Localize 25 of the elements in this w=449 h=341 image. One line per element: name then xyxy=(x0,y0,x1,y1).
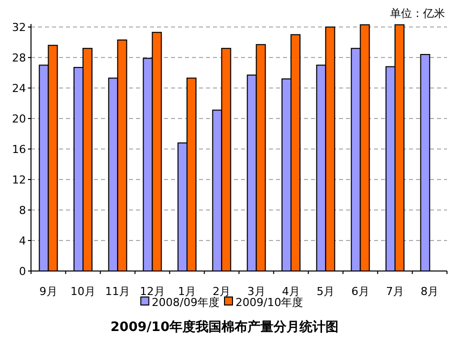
x-tick-label: 10月 xyxy=(70,285,96,298)
text: 单位：亿米 xyxy=(390,7,445,20)
y-tick-label: 0 xyxy=(19,265,26,278)
y-tick-label: 16 xyxy=(12,143,26,156)
legend-label: 2009/10年度 xyxy=(236,296,304,309)
x-tick-label: 12月 xyxy=(140,285,165,298)
legend-label: 2008/09年度 xyxy=(152,296,220,309)
text: 2009/10年度我国棉布产量分月统计图 xyxy=(110,319,339,335)
y-tick-label: 20 xyxy=(12,112,26,126)
y-tick-label: 24 xyxy=(12,82,26,96)
x-tick-label: 5月 xyxy=(316,285,335,298)
x-tick-label: 9月 xyxy=(39,285,58,298)
y-tick-label: 12 xyxy=(12,174,26,187)
x-tick-label: 11月 xyxy=(105,285,130,298)
x-tick-label: 2月 xyxy=(212,285,231,298)
x-tick-label: 8月 xyxy=(420,285,439,298)
x-tick-label: 4月 xyxy=(282,285,300,298)
x-tick-label: 3月 xyxy=(247,285,266,298)
x-tick-label: 1月 xyxy=(178,285,196,298)
x-tick-label: 6月 xyxy=(351,285,370,298)
x-tick-label: 7月 xyxy=(386,285,404,298)
y-tick-label: 28 xyxy=(12,52,26,65)
y-tick-label: 32 xyxy=(12,21,26,34)
y-tick-label: 8 xyxy=(19,204,26,218)
y-tick-label: 4 xyxy=(19,234,26,248)
